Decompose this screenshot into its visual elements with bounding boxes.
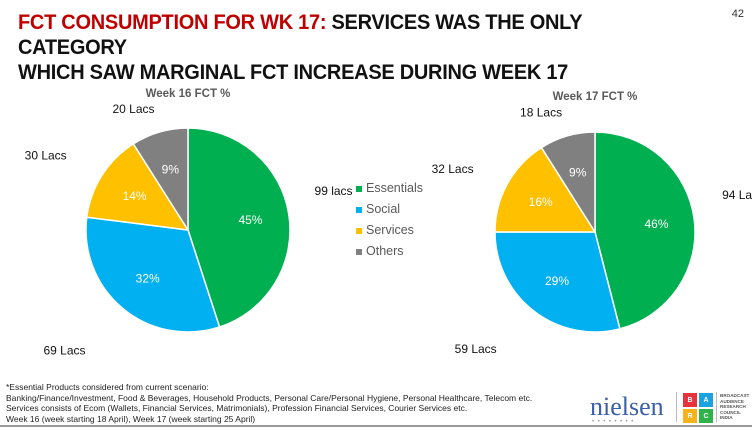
- legend-label-essentials: Essentials: [366, 181, 423, 195]
- nielsen-logo: nielsen: [590, 392, 664, 421]
- chart-legend: Essentials Social Services Others: [356, 181, 423, 258]
- slice-outer-label: 69 Lacs: [43, 343, 85, 357]
- barc-text-line: BROADCAST: [720, 393, 750, 398]
- bottom-rule: [0, 425, 752, 427]
- barc-logo-text: BROADCAST AUDIENCE RESEARCH COUNCIL INDI…: [720, 393, 749, 421]
- logo-divider: [676, 392, 677, 422]
- legend-label-social: Social: [366, 202, 400, 216]
- slice-outer-label: 32 Lacs: [432, 162, 474, 176]
- legend-label-services: Services: [366, 223, 414, 237]
- barc-logo-tile: B: [683, 393, 697, 407]
- page-number: 42: [731, 8, 744, 20]
- slice-value-label: 9%: [162, 162, 180, 176]
- barc-text-line: INDIA: [720, 415, 733, 421]
- slice-outer-label: 20 Lacs: [112, 102, 154, 116]
- title-line2: WHICH SAW MARGINAL FCT INCREASE DURING W…: [18, 60, 569, 84]
- legend-swatch-essentials: [356, 186, 362, 192]
- footnote-line: Week 16 (week starting 18 April), Week 1…: [6, 413, 256, 424]
- pie-slice-services: [85, 142, 190, 231]
- barc-text-line: RESEARCH: [720, 404, 746, 410]
- legend-swatch-social: [356, 207, 362, 213]
- pie-slice-services: [494, 146, 597, 233]
- slice-value-label: 14%: [123, 189, 147, 203]
- slice-value-label: 16%: [529, 195, 553, 209]
- footnotes: *Essential Products considered from curr…: [6, 382, 532, 424]
- slice-outer-label: 99 lacs: [315, 184, 353, 198]
- charts-canvas: Week 16 FCT % 45% 99 lacs 32% 69 Lacs 14% 30 L…: [25, 88, 752, 357]
- barc-logo-tile: C: [699, 409, 713, 423]
- pie-slice-others: [132, 127, 189, 233]
- title-rest: SERVICES WAS THE ONLY CATEGORY: [18, 10, 582, 59]
- pie-slice-social: [494, 231, 621, 333]
- slice-value-label: 46%: [644, 217, 668, 231]
- barc-logo: B A R C: [683, 393, 713, 423]
- barc-text-line: AUDIENCE: [720, 398, 744, 404]
- slice-outer-label: 94 Lacs: [722, 188, 752, 202]
- slice-value-label: 45%: [238, 213, 262, 227]
- slice-outer-label: 18 Lacs: [520, 106, 562, 120]
- logo-divider: [716, 392, 717, 422]
- footnote-line: Services consists of Ecom (Wallets, Fina…: [6, 403, 468, 413]
- barc-logo-tile: A: [699, 393, 713, 407]
- pie-slice-social: [85, 216, 221, 333]
- legend-swatch-others: [356, 249, 362, 255]
- slice-value-label: 9%: [569, 165, 587, 179]
- slice-outer-label: 30 Lacs: [25, 149, 67, 163]
- barc-logo-tile: R: [683, 409, 697, 423]
- footnote-line: Banking/Finance/Investment, Food & Bever…: [6, 392, 533, 403]
- barc-text-line: COUNCIL: [720, 409, 741, 415]
- nielsen-logo-dots: ••••••••: [592, 419, 637, 425]
- pie-slice-essentials: [187, 127, 291, 328]
- slide-title: FCT CONSUMPTION FOR WK 17: SERVICES WAS …: [18, 10, 650, 85]
- footnote-line: *Essential Products considered from curr…: [6, 382, 209, 392]
- title-highlight: FCT CONSUMPTION FOR WK 17:: [18, 10, 327, 34]
- pie-slice-essentials: [594, 131, 696, 330]
- pie-title: Week 16 FCT %: [146, 88, 231, 100]
- slice-value-label: 32%: [136, 272, 160, 286]
- slice-outer-label: 59 Lacs: [455, 342, 497, 356]
- legend-label-others: Others: [366, 244, 404, 258]
- pie-chart-week-16: Week 16 FCT % 45% 99 lacs 32% 69 Lacs 14% 30 L…: [25, 88, 353, 357]
- pie-slice-others: [540, 131, 596, 235]
- pie-chart-week-17: Week 17 FCT % 46% 94 Lacs 29% 59 Lacs 16% 32 L…: [432, 91, 752, 356]
- legend-swatch-services: [356, 228, 362, 234]
- pie-title: Week 17 FCT %: [553, 91, 638, 103]
- slice-value-label: 29%: [545, 274, 569, 288]
